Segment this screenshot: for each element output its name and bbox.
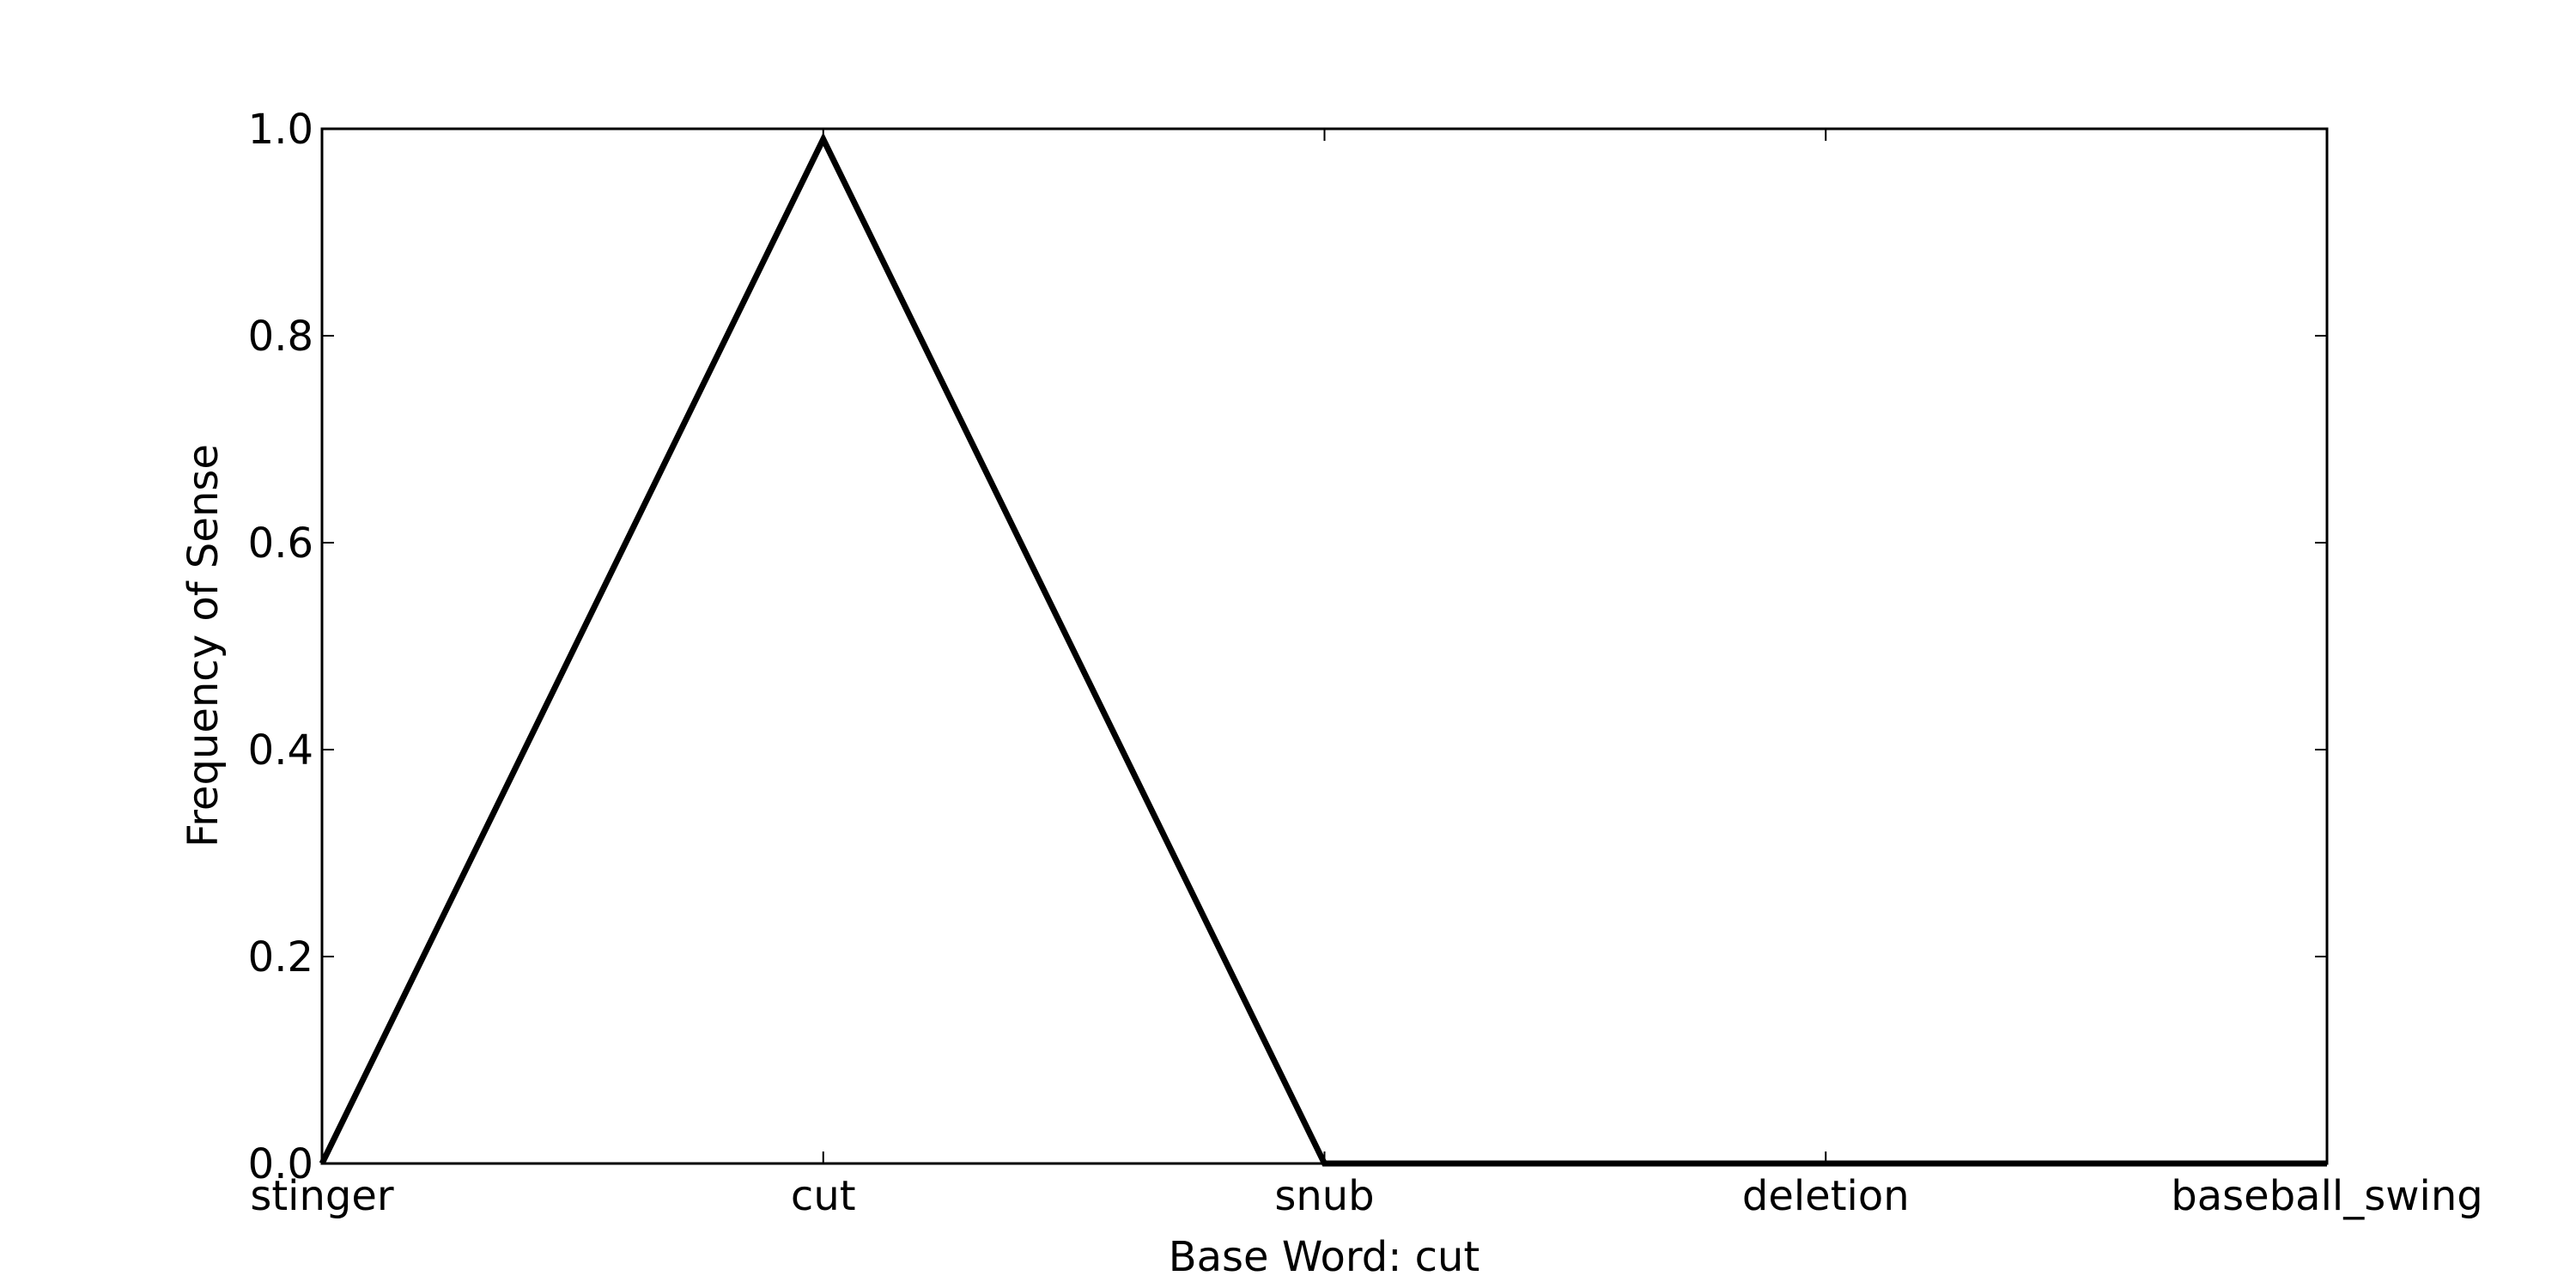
plot-frame	[320, 127, 2329, 1165]
y-axis-label: Frequency of Sense	[179, 444, 228, 848]
series-layer	[319, 132, 2327, 1167]
x-tick-label: snub	[1274, 1172, 1374, 1220]
x-tick-label: baseball_swing	[2171, 1172, 2482, 1220]
y-tick-label: 1.0	[248, 106, 313, 154]
x-tick-label: stinger	[250, 1172, 394, 1220]
ticks-layer	[321, 128, 2328, 1164]
x-tick-label: deletion	[1742, 1172, 1910, 1220]
y-tick-label: 0.0	[248, 1140, 313, 1188]
x-axis-label: Base Word: cut	[1169, 1233, 1480, 1281]
y-tick-label: 0.8	[248, 313, 313, 361]
y-tick-label: 0.4	[248, 726, 313, 775]
y-tick-label: 0.6	[248, 519, 313, 568]
x-tick-label: cut	[791, 1172, 856, 1220]
series-line	[319, 132, 2327, 1167]
y-tick-label: 0.2	[248, 933, 313, 981]
tick-labels-layer: stinger cut snub deletion baseball_swing 0.0 0…	[248, 106, 2483, 1220]
